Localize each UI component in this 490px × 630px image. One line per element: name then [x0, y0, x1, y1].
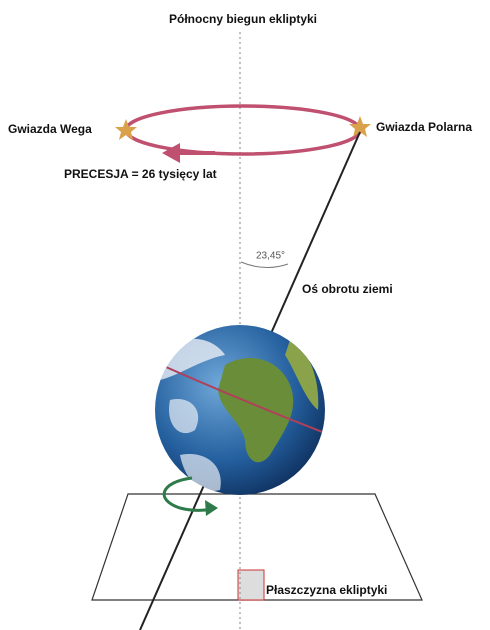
vega-label: Gwiazda Wega: [8, 122, 92, 136]
axis-label: Oś obrotu ziemi: [302, 282, 393, 296]
angle-label: 23,45°: [256, 251, 285, 262]
precession-circle: [126, 106, 360, 154]
title: Północny biegun ekliptyki: [169, 12, 317, 26]
precession-label: PRECESJA = 26 tysięcy lat: [64, 167, 217, 181]
diagram: Północny biegun ekliptyki Gwiazda Wega G…: [0, 0, 490, 630]
polaris-label: Gwiazda Polarna: [376, 120, 472, 134]
right-angle-mark: [238, 570, 264, 600]
angle-arc: [241, 262, 288, 268]
rotation-arrow-head: [205, 500, 218, 516]
plane-label: Płaszczyzna ekliptyki: [266, 583, 387, 597]
precession-arrow-head: [162, 143, 180, 163]
